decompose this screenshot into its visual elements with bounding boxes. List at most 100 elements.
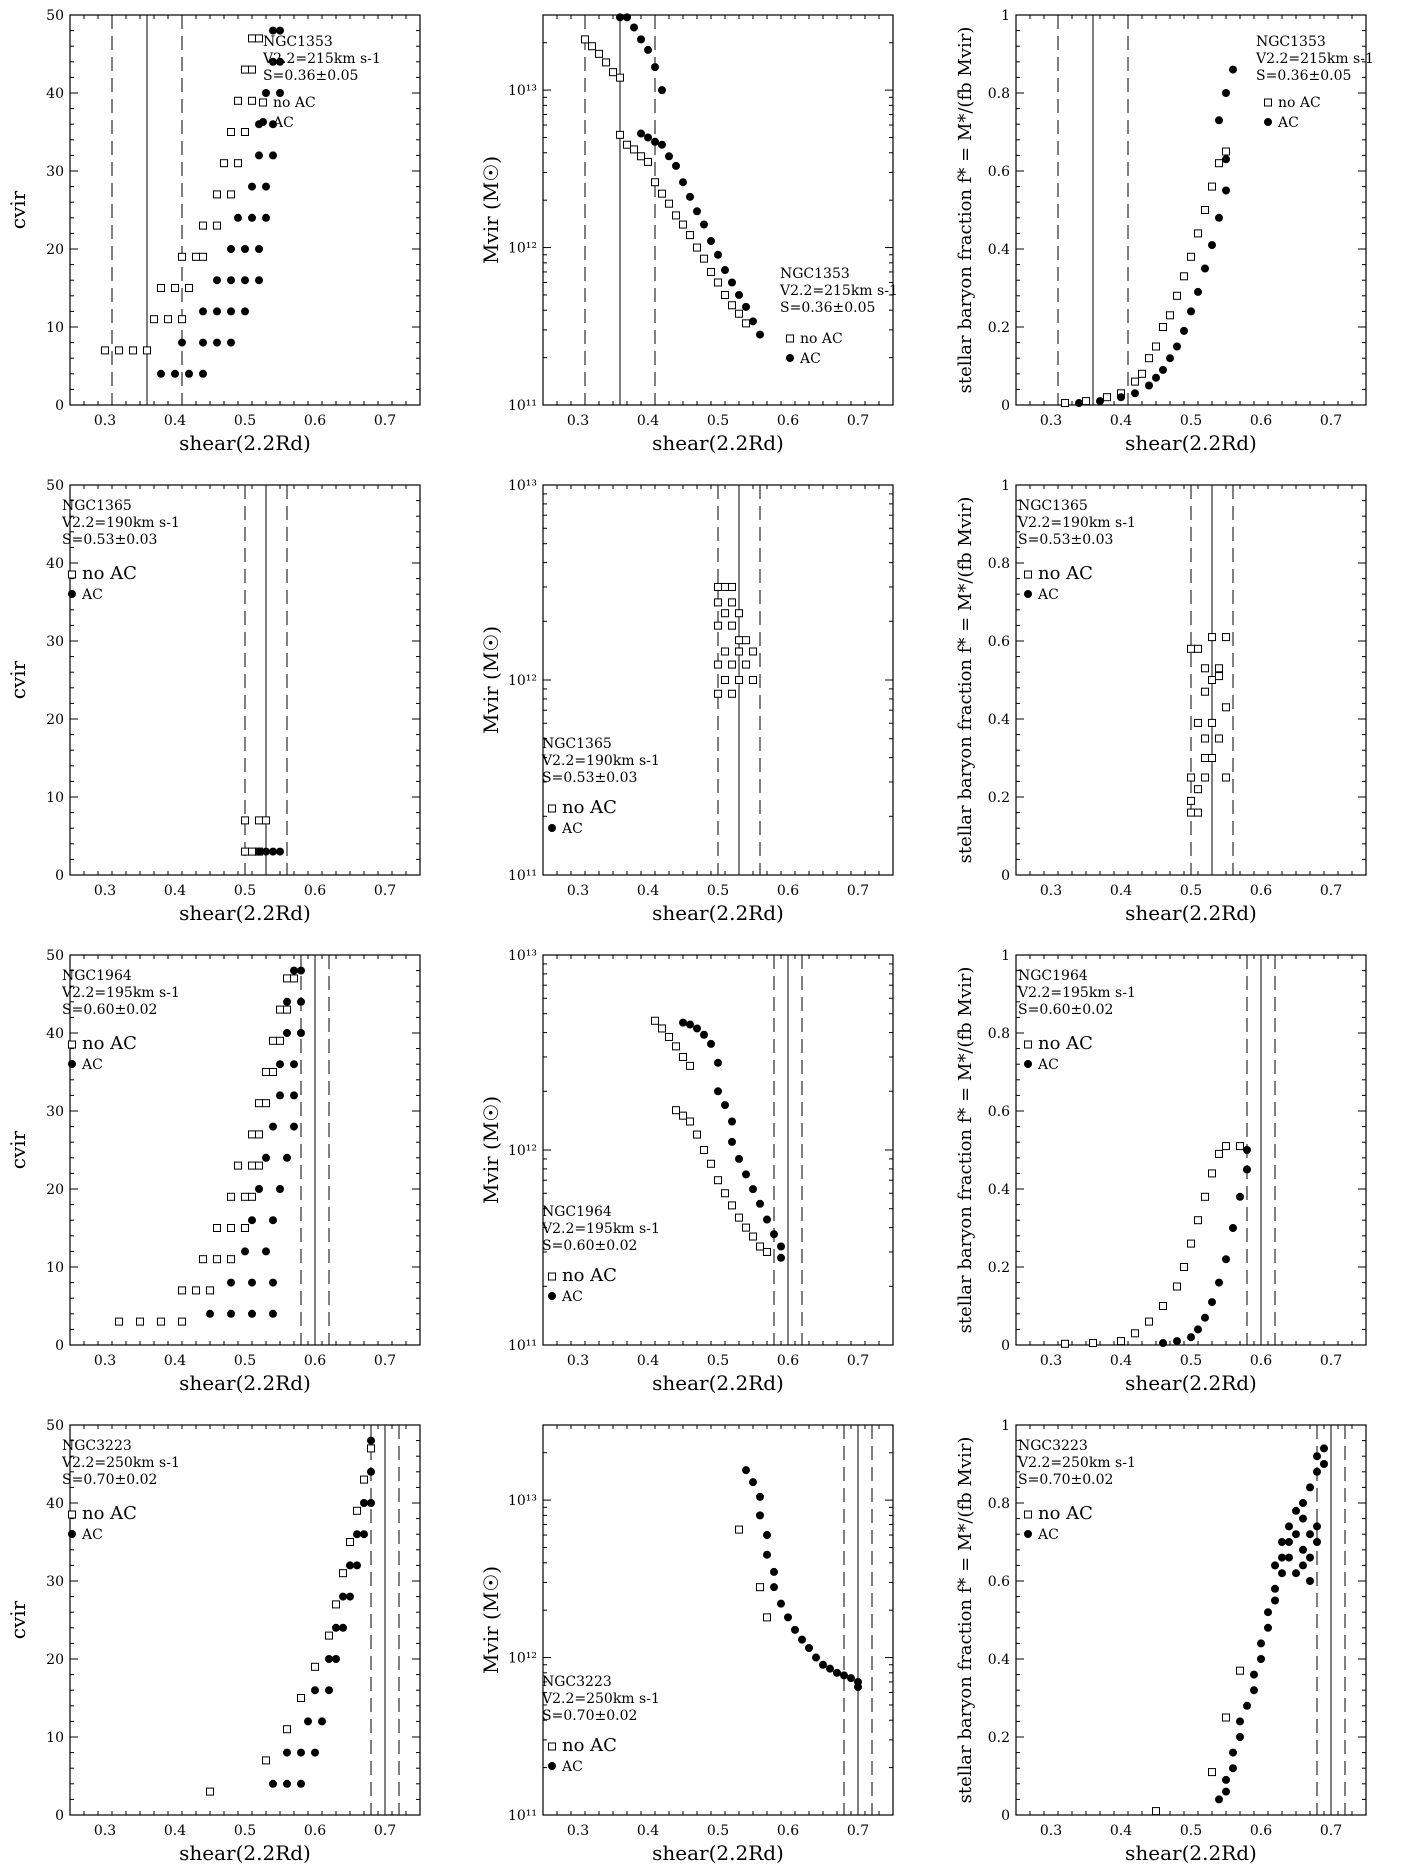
marker-ac [367, 1436, 375, 1445]
marker-ac [311, 1748, 319, 1757]
y-tick-label: 0.8 [988, 86, 1010, 102]
marker-ac [686, 1020, 694, 1029]
marker-no-ac [367, 1444, 375, 1453]
annotation-line: S=0.36±0.05 [780, 300, 875, 316]
y-axis-label: Mvir (M☉) [479, 626, 503, 734]
marker-no-ac [658, 189, 666, 198]
marker-no-ac [1082, 397, 1090, 406]
marker-no-ac [644, 157, 652, 166]
marker-ac [227, 307, 235, 316]
marker-no-ac [262, 816, 270, 825]
plot-frame [1015, 1424, 1367, 1816]
x-tick-label: 0.7 [374, 413, 396, 429]
marker-ac [248, 213, 256, 222]
marker-no-ac [721, 1189, 729, 1198]
x-tick-label: 0.4 [637, 883, 659, 899]
marker-ac [262, 1153, 270, 1162]
y-tick-label: 0 [1001, 398, 1010, 414]
legend-ac-label: AC [272, 115, 294, 131]
marker-no-ac [679, 1052, 687, 1061]
marker-no-ac [686, 1117, 694, 1126]
annotation-line: NGC1365 [542, 736, 612, 752]
x-axis-label: shear(2.2Rd) [179, 1841, 311, 1864]
marker-ac [360, 1530, 368, 1539]
marker-ac [1236, 1717, 1244, 1726]
marker-no-ac [672, 211, 680, 220]
marker-ac [269, 1122, 277, 1131]
panel-ngc1353-fstar: 0.3 0.4 0.5 0.6 0.7 0 0.2 0.4 0.6 0.8 1 shear(2.2Rd… [955, 8, 1374, 455]
marker-ac [269, 1309, 277, 1318]
marker-no-ac [248, 1161, 256, 1170]
marker-no-ac [199, 1255, 207, 1264]
y-tick-label: 10¹³ [508, 948, 537, 964]
marker-ac [241, 1247, 249, 1256]
marker-ac [227, 1278, 235, 1287]
marker-no-ac [248, 96, 256, 105]
marker-no-ac [311, 1662, 319, 1671]
x-axis-label: shear(2.2Rd) [1125, 431, 1257, 455]
y-tick-label: 0.2 [988, 790, 1010, 806]
marker-no-ac [651, 1016, 659, 1025]
marker-no-ac [672, 1042, 680, 1051]
marker-no-ac [255, 1161, 263, 1170]
annotation-line: S=0.60±0.02 [542, 1238, 637, 1254]
annotation-line: V2.2=195km s-1 [541, 1221, 660, 1237]
y-tick-label: 0.4 [988, 712, 1010, 728]
legend-no-ac-label: no AC [800, 331, 843, 347]
marker-no-ac [360, 1475, 368, 1484]
marker-no-ac [742, 636, 750, 645]
plot-frame [542, 1424, 894, 1816]
marker-ac [1229, 1764, 1237, 1773]
plot-frame [1015, 954, 1367, 1346]
marker-ac [339, 1592, 347, 1601]
marker-ac [700, 1030, 708, 1039]
marker-no-ac [616, 73, 624, 82]
marker-no-ac [213, 221, 221, 230]
marker-no-ac [721, 609, 729, 618]
marker-ac [686, 192, 694, 201]
annotation-line: V2.2=190km s-1 [1017, 515, 1136, 531]
marker-no-ac [1201, 734, 1209, 743]
y-tick-label: 10¹¹ [508, 868, 537, 884]
marker-no-ac [714, 660, 722, 669]
plot-frame [69, 14, 421, 406]
marker-ac [1278, 1553, 1286, 1562]
x-tick-label: 0.3 [94, 1823, 116, 1839]
y-tick-label: 30 [46, 164, 64, 180]
marker-no-ac [651, 178, 659, 187]
y-tick-label: 0.6 [988, 164, 1010, 180]
marker-no-ac [199, 221, 207, 230]
annotation-line: NGC1964 [1018, 968, 1088, 984]
marker-no-ac [1166, 311, 1174, 320]
marker-no-ac [1180, 1263, 1188, 1271]
marker-no-ac [749, 676, 757, 684]
marker-ac [1187, 307, 1195, 316]
marker-no-ac [1131, 377, 1139, 386]
x-tick-label: 0.5 [1180, 413, 1202, 429]
marker-no-ac [1061, 1339, 1069, 1348]
annotation-line: NGC1353 [780, 266, 850, 282]
marker-ac [742, 302, 750, 311]
marker-ac [637, 129, 645, 138]
y-tick-label: 20 [46, 1182, 64, 1198]
x-tick-label: 0.7 [374, 1823, 396, 1839]
x-tick-label: 0.7 [374, 1353, 396, 1369]
marker-ac [297, 1029, 305, 1037]
marker-ac [367, 1499, 375, 1507]
marker-ac [213, 307, 221, 316]
marker-ac [742, 1170, 750, 1179]
panel-ngc1365-fstar: 0.3 0.4 0.5 0.6 0.7 0 0.2 0.4 0.6 0.8 1 shear(2.2Rd… [955, 478, 1367, 925]
legend-ac-label: AC [1277, 115, 1299, 131]
x-tick-label: 0.5 [1180, 883, 1202, 899]
marker-no-ac [255, 1130, 263, 1139]
marker-no-ac [1215, 734, 1223, 743]
marker-no-ac [728, 689, 736, 698]
y-axis-label: cvir [6, 1130, 30, 1169]
marker-no-ac [241, 65, 249, 74]
marker-no-ac [1222, 773, 1230, 782]
marker-no-ac [1194, 1216, 1202, 1225]
marker-no-ac [227, 190, 235, 199]
x-tick-label: 0.5 [234, 1823, 256, 1839]
x-axis-label: shear(2.2Rd) [652, 901, 784, 925]
marker-no-ac [213, 190, 221, 199]
